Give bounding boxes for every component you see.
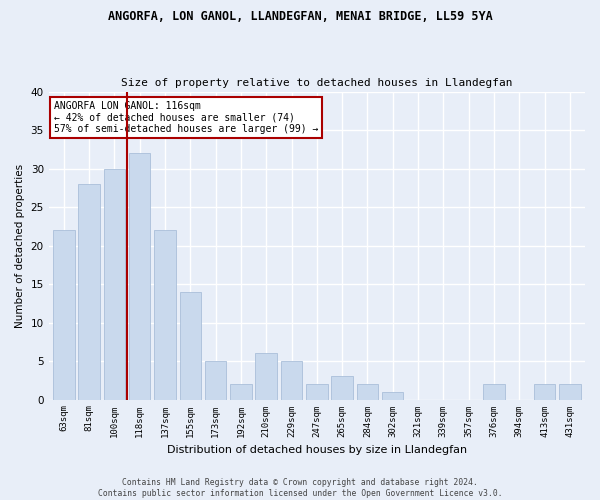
Bar (256, 354, 277, 400)
Text: ANGORFA, LON GANOL, LLANDEGFAN, MENAI BRIDGE, LL59 5YA: ANGORFA, LON GANOL, LLANDEGFAN, MENAI BR… (107, 10, 493, 23)
Bar (356, 384, 378, 400)
Bar (559, 384, 581, 400)
Title: Size of property relative to detached houses in Llandegfan: Size of property relative to detached ho… (121, 78, 512, 88)
Bar (104, 168, 125, 400)
Bar (281, 361, 302, 400)
Y-axis label: Number of detached properties: Number of detached properties (15, 164, 25, 328)
Bar (205, 361, 226, 400)
Bar (534, 384, 555, 400)
Bar (382, 392, 403, 400)
Bar (179, 292, 201, 400)
Bar (53, 230, 74, 400)
Bar (306, 384, 328, 400)
Text: ANGORFA LON GANOL: 116sqm
← 42% of detached houses are smaller (74)
57% of semi-: ANGORFA LON GANOL: 116sqm ← 42% of detac… (54, 101, 319, 134)
Bar (331, 376, 353, 400)
X-axis label: Distribution of detached houses by size in Llandegfan: Distribution of detached houses by size … (167, 445, 467, 455)
Bar (483, 384, 505, 400)
Bar (154, 230, 176, 400)
Text: Contains HM Land Registry data © Crown copyright and database right 2024.
Contai: Contains HM Land Registry data © Crown c… (98, 478, 502, 498)
Bar (230, 384, 251, 400)
Bar (79, 184, 100, 400)
Bar (129, 153, 151, 400)
